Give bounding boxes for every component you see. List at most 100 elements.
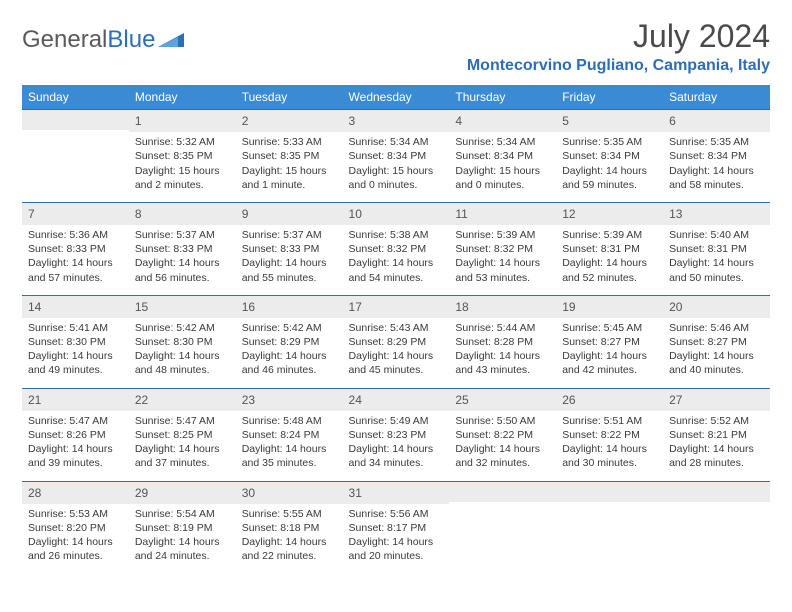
day-content: Sunrise: 5:46 AMSunset: 8:27 PMDaylight:… (663, 318, 770, 388)
day-cell: 2Sunrise: 5:33 AMSunset: 8:35 PMDaylight… (236, 109, 343, 202)
day-line: Sunset: 8:31 PM (562, 242, 657, 256)
day-line: Sunrise: 5:41 AM (28, 321, 123, 335)
day-content: Sunrise: 5:53 AMSunset: 8:20 PMDaylight:… (22, 504, 129, 574)
day-line: Sunrise: 5:39 AM (562, 228, 657, 242)
day-content: Sunrise: 5:34 AMSunset: 8:34 PMDaylight:… (343, 132, 450, 202)
day-content: Sunrise: 5:32 AMSunset: 8:35 PMDaylight:… (129, 132, 236, 202)
logo-text-2: Blue (107, 26, 155, 54)
day-line: Sunrise: 5:48 AM (242, 414, 337, 428)
day-line: Sunrise: 5:42 AM (242, 321, 337, 335)
day-line: Sunset: 8:25 PM (135, 428, 230, 442)
day-line: and 57 minutes. (28, 271, 123, 285)
day-content: Sunrise: 5:39 AMSunset: 8:32 PMDaylight:… (449, 225, 556, 295)
day-cell: 5Sunrise: 5:35 AMSunset: 8:34 PMDaylight… (556, 109, 663, 202)
day-line: Sunset: 8:34 PM (669, 149, 764, 163)
day-number: 30 (236, 481, 343, 504)
day-cell: 11Sunrise: 5:39 AMSunset: 8:32 PMDayligh… (449, 202, 556, 295)
day-number: 24 (343, 388, 450, 411)
day-line: Sunset: 8:22 PM (455, 428, 550, 442)
day-cell: 20Sunrise: 5:46 AMSunset: 8:27 PMDayligh… (663, 295, 770, 388)
day-line: Daylight: 14 hours (455, 442, 550, 456)
day-line: Sunrise: 5:37 AM (242, 228, 337, 242)
day-cell: 27Sunrise: 5:52 AMSunset: 8:21 PMDayligh… (663, 388, 770, 481)
day-line: and 34 minutes. (349, 456, 444, 470)
week-row: 7Sunrise: 5:36 AMSunset: 8:33 PMDaylight… (22, 202, 770, 295)
day-line: Sunset: 8:19 PM (135, 521, 230, 535)
day-line: Sunset: 8:35 PM (135, 149, 230, 163)
day-number: 11 (449, 202, 556, 225)
day-number: 21 (22, 388, 129, 411)
day-cell: 3Sunrise: 5:34 AMSunset: 8:34 PMDaylight… (343, 109, 450, 202)
day-line: Daylight: 14 hours (28, 349, 123, 363)
day-number: 15 (129, 295, 236, 318)
day-cell (22, 109, 129, 202)
day-line: Daylight: 14 hours (669, 349, 764, 363)
day-content: Sunrise: 5:47 AMSunset: 8:25 PMDaylight:… (129, 411, 236, 481)
logo-text-1: General (22, 26, 107, 54)
dow-cell: Thursday (449, 85, 556, 109)
day-number: 29 (129, 481, 236, 504)
day-number: 5 (556, 109, 663, 132)
day-line: and 0 minutes. (455, 178, 550, 192)
empty-day (556, 481, 663, 502)
day-line: and 2 minutes. (135, 178, 230, 192)
day-line: Sunrise: 5:42 AM (135, 321, 230, 335)
day-line: Sunset: 8:26 PM (28, 428, 123, 442)
dow-row: SundayMondayTuesdayWednesdayThursdayFrid… (22, 85, 770, 109)
day-line: Sunrise: 5:54 AM (135, 507, 230, 521)
day-number: 4 (449, 109, 556, 132)
day-line: Sunset: 8:18 PM (242, 521, 337, 535)
day-number: 25 (449, 388, 556, 411)
day-cell: 6Sunrise: 5:35 AMSunset: 8:34 PMDaylight… (663, 109, 770, 202)
day-line: Daylight: 14 hours (455, 349, 550, 363)
day-content: Sunrise: 5:39 AMSunset: 8:31 PMDaylight:… (556, 225, 663, 295)
day-line: Sunset: 8:31 PM (669, 242, 764, 256)
day-cell: 26Sunrise: 5:51 AMSunset: 8:22 PMDayligh… (556, 388, 663, 481)
day-content: Sunrise: 5:43 AMSunset: 8:29 PMDaylight:… (343, 318, 450, 388)
day-line: Daylight: 14 hours (28, 256, 123, 270)
day-line: Sunset: 8:34 PM (349, 149, 444, 163)
day-line: Daylight: 14 hours (135, 535, 230, 549)
day-line: and 24 minutes. (135, 549, 230, 563)
day-line: Sunrise: 5:36 AM (28, 228, 123, 242)
location: Montecorvino Pugliano, Campania, Italy (467, 57, 770, 75)
day-line: and 37 minutes. (135, 456, 230, 470)
day-number: 3 (343, 109, 450, 132)
day-line: Sunset: 8:30 PM (28, 335, 123, 349)
day-number: 20 (663, 295, 770, 318)
day-line: Sunrise: 5:53 AM (28, 507, 123, 521)
day-line: Daylight: 14 hours (135, 256, 230, 270)
day-content: Sunrise: 5:36 AMSunset: 8:33 PMDaylight:… (22, 225, 129, 295)
day-content: Sunrise: 5:44 AMSunset: 8:28 PMDaylight:… (449, 318, 556, 388)
day-line: Sunset: 8:27 PM (669, 335, 764, 349)
day-line: Sunset: 8:34 PM (455, 149, 550, 163)
day-line: Daylight: 14 hours (135, 442, 230, 456)
day-content: Sunrise: 5:55 AMSunset: 8:18 PMDaylight:… (236, 504, 343, 574)
day-line: and 43 minutes. (455, 363, 550, 377)
day-line: Daylight: 14 hours (669, 164, 764, 178)
day-line: and 55 minutes. (242, 271, 337, 285)
day-cell: 22Sunrise: 5:47 AMSunset: 8:25 PMDayligh… (129, 388, 236, 481)
day-cell: 16Sunrise: 5:42 AMSunset: 8:29 PMDayligh… (236, 295, 343, 388)
month-title: July 2024 (467, 18, 770, 55)
logo-triangle-icon (158, 26, 184, 54)
day-cell: 10Sunrise: 5:38 AMSunset: 8:32 PMDayligh… (343, 202, 450, 295)
day-line: Sunrise: 5:49 AM (349, 414, 444, 428)
day-line: Sunrise: 5:35 AM (669, 135, 764, 149)
dow-cell: Saturday (663, 85, 770, 109)
day-line: Sunrise: 5:35 AM (562, 135, 657, 149)
dow-cell: Wednesday (343, 85, 450, 109)
day-line: Daylight: 14 hours (28, 535, 123, 549)
day-content: Sunrise: 5:34 AMSunset: 8:34 PMDaylight:… (449, 132, 556, 202)
day-content: Sunrise: 5:37 AMSunset: 8:33 PMDaylight:… (236, 225, 343, 295)
day-number: 12 (556, 202, 663, 225)
day-line: and 42 minutes. (562, 363, 657, 377)
day-content: Sunrise: 5:42 AMSunset: 8:30 PMDaylight:… (129, 318, 236, 388)
day-line: and 1 minute. (242, 178, 337, 192)
day-line: and 22 minutes. (242, 549, 337, 563)
day-line: and 20 minutes. (349, 549, 444, 563)
day-line: Sunrise: 5:40 AM (669, 228, 764, 242)
day-line: Daylight: 14 hours (669, 442, 764, 456)
day-line: and 39 minutes. (28, 456, 123, 470)
day-line: Daylight: 14 hours (349, 256, 444, 270)
